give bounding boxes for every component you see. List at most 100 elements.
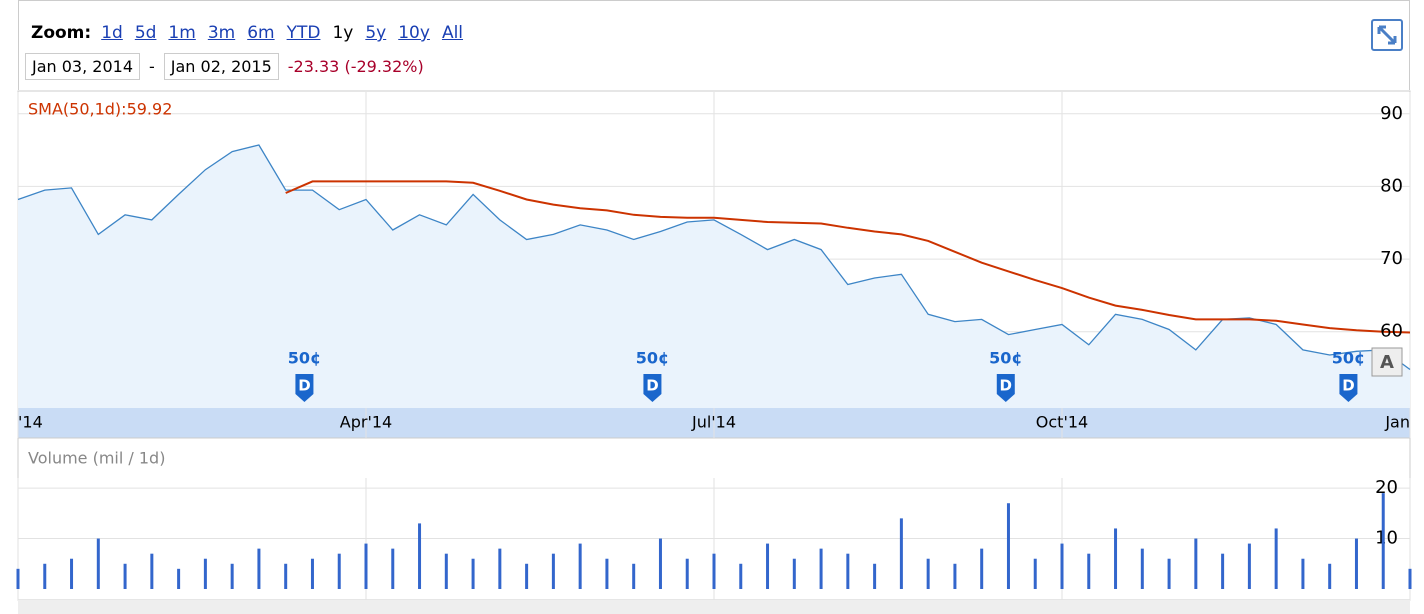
volume-bar (203, 558, 207, 589)
volume-bar (685, 558, 689, 589)
volume-bar (310, 558, 314, 589)
volume-bar (846, 553, 850, 589)
expand-icon (1377, 25, 1397, 45)
y-tick-label: 10 (1375, 528, 1398, 549)
dividend-flag (996, 374, 1015, 402)
volume-bar (1381, 493, 1385, 589)
expand-button[interactable] (1371, 19, 1403, 51)
zoom-option[interactable]: 1d (101, 23, 123, 43)
volume-title: Volume (mil / 1d) (28, 449, 165, 468)
volume-bar (551, 553, 555, 589)
dividend-label: 50¢ (288, 349, 321, 368)
volume-bar (766, 543, 770, 589)
volume-bar (1114, 528, 1118, 589)
x-tick-label: Apr'14 (340, 413, 392, 432)
volume-bar (578, 543, 582, 589)
x-tick-label: Jul'14 (691, 413, 736, 432)
volume-bar (658, 538, 662, 589)
zoom-options: 1d 5d 1m 3m 6m YTD 1y 5y 10y All (101, 23, 475, 43)
zoom-option[interactable]: YTD (286, 23, 321, 43)
zoom-label: Zoom: (31, 23, 92, 43)
dividend-flag (643, 374, 662, 402)
y-tick-label: 80 (1380, 175, 1403, 196)
dividend-icon: D (298, 377, 310, 395)
volume-bar (1274, 528, 1278, 589)
zoom-option[interactable]: All (441, 23, 464, 43)
volume-bar (980, 548, 984, 589)
volume-bar (525, 563, 529, 589)
volume-bar (1087, 553, 1091, 589)
y-tick-label: 70 (1380, 248, 1403, 269)
dividend-icon: D (1342, 377, 1354, 395)
end-date[interactable]: Jan 02, 2015 (163, 53, 279, 80)
event-flag (1371, 347, 1403, 377)
zoom-option[interactable]: 1m (168, 23, 196, 43)
volume-bar (230, 563, 234, 589)
price-area (18, 145, 1410, 408)
date-row: Jan 03, 2014 - Jan 02, 2015 -23.33 (-29.… (25, 53, 424, 80)
volume-bar (899, 518, 903, 589)
volume-bar (16, 568, 20, 589)
volume-bar (123, 563, 127, 589)
volume-bar (1328, 563, 1332, 589)
y-tick-label: 20 (1375, 477, 1398, 498)
volume-bar (391, 548, 395, 589)
zoom-option[interactable]: 5d (134, 23, 157, 43)
volume-bar (1033, 558, 1037, 589)
zoom-option[interactable]: 10y (398, 23, 430, 43)
dividend-icon: D (1000, 377, 1012, 395)
price-change: -23.33 (-29.32%) (287, 57, 424, 76)
volume-bar (418, 523, 422, 589)
legend-entry: SMA(50,1d):59.92 (28, 100, 172, 119)
volume-bar (926, 558, 930, 589)
dividend-icon: D (646, 377, 658, 395)
volume-bar (177, 568, 181, 589)
y-tick-label: 60 (1380, 321, 1403, 342)
dividend-flag (295, 374, 314, 402)
volume-bar (471, 558, 475, 589)
price-line (17, 144, 1411, 371)
volume-bar (498, 548, 502, 589)
date-separator: - (149, 57, 155, 76)
volume-bar (1301, 558, 1305, 589)
dividend-label: 50¢ (636, 349, 669, 368)
start-date[interactable]: Jan 03, 2014 (25, 53, 140, 80)
volume-bar (444, 553, 448, 589)
volume-bar (819, 548, 823, 589)
volume-bar (632, 563, 636, 589)
y-tick-label: 90 (1380, 103, 1403, 124)
volume-bar (1006, 503, 1010, 589)
volume-bar (792, 558, 796, 589)
volume-bar (150, 553, 154, 589)
event-flag-label: A (1380, 352, 1394, 373)
volume-bar (1408, 568, 1412, 589)
toolbar: Zoom: 1d 5d 1m 3m 6m YTD 1y 5y 10y All Jan 03, 201… (18, 0, 1410, 90)
x-tick-label: '14 (18, 413, 43, 432)
volume-bar (364, 543, 368, 589)
dividend-label: 50¢ (1332, 349, 1365, 368)
zoom-row: Zoom: 1d 5d 1m 3m 6m YTD 1y 5y 10y All (31, 23, 475, 43)
dividend-label: 50¢ (989, 349, 1022, 368)
volume-bar (96, 538, 100, 589)
volume-bar (337, 553, 341, 589)
volume-bar (70, 558, 74, 589)
volume-bar (284, 563, 288, 589)
x-tick-label: Jan (1384, 413, 1410, 432)
volume-bar (1060, 543, 1064, 589)
zoom-option[interactable]: 3m (207, 23, 236, 43)
volume-bar (1140, 548, 1144, 589)
x-tick-label: Oct'14 (1036, 413, 1088, 432)
zoom-option[interactable]: 5y (365, 23, 387, 43)
volume-bar (739, 563, 743, 589)
volume-bar (257, 548, 261, 589)
scroll-strip[interactable] (18, 600, 1410, 614)
volume-bar (1247, 543, 1251, 589)
volume-bar (1354, 538, 1358, 589)
zoom-option[interactable]: 6m (247, 23, 275, 43)
dividend-flag (1339, 374, 1358, 402)
volume-bar (873, 563, 877, 589)
zoom-option[interactable]: 1y (332, 23, 354, 43)
volume-bar (1194, 538, 1198, 589)
